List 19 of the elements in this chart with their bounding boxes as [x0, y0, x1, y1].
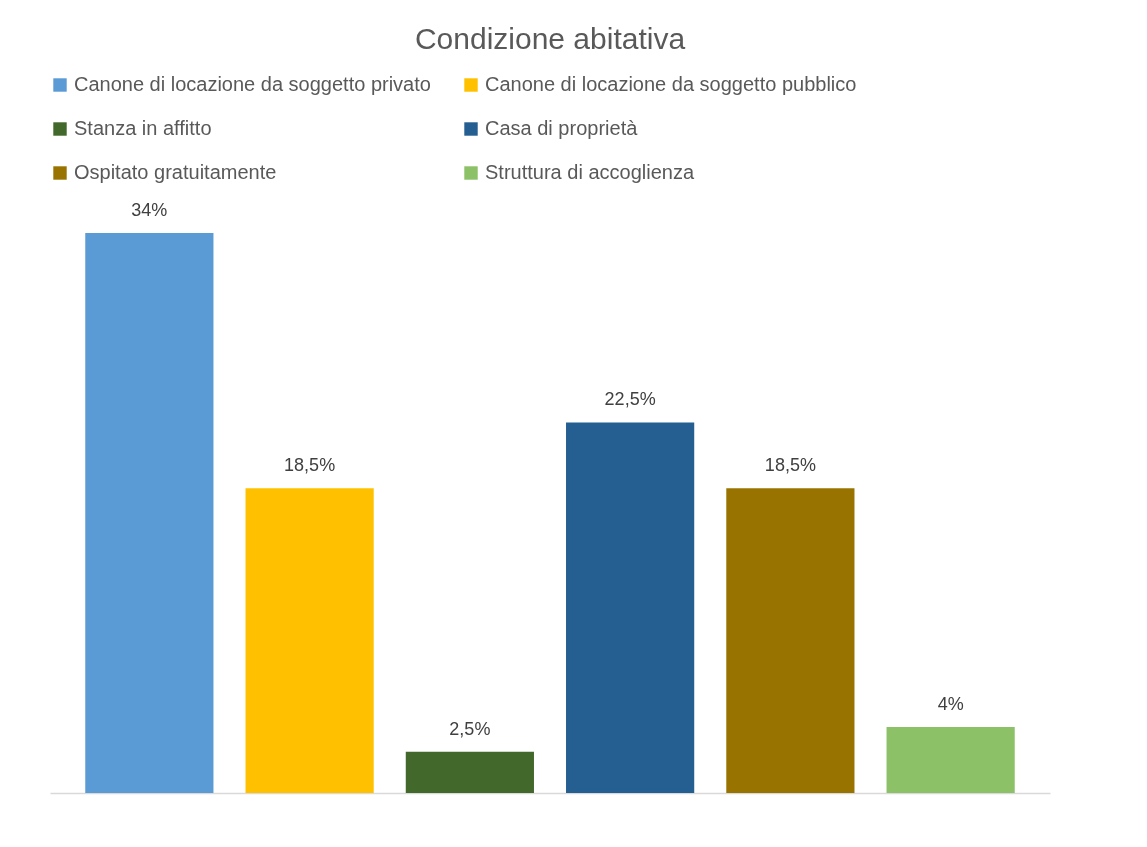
- data-label: 22,5%: [604, 389, 656, 410]
- legend-label: Casa di proprietà: [485, 117, 639, 139]
- bar: [726, 488, 855, 793]
- bar: [886, 727, 1015, 793]
- chart-title: Condizione abitativa: [414, 22, 686, 55]
- data-label: 4%: [937, 694, 964, 715]
- legend-label: Ospitato gratuitamente: [74, 161, 277, 183]
- data-label: 34%: [131, 200, 168, 220]
- bar: [245, 488, 374, 793]
- legend-label: Stanza in affitto: [74, 117, 212, 139]
- data-label: 18,5%: [284, 455, 336, 476]
- legend-label: Struttura di accoglienza: [485, 161, 695, 183]
- bar: [85, 233, 214, 793]
- data-label: 18,5%: [764, 455, 816, 476]
- bar: [566, 422, 695, 793]
- data-label: 2,5%: [449, 718, 491, 739]
- legend-label: Canone di locazione da soggetto pubblico: [485, 73, 857, 95]
- legend-label: Canone di locazione da soggetto privato: [74, 73, 431, 95]
- bar: [405, 751, 534, 793]
